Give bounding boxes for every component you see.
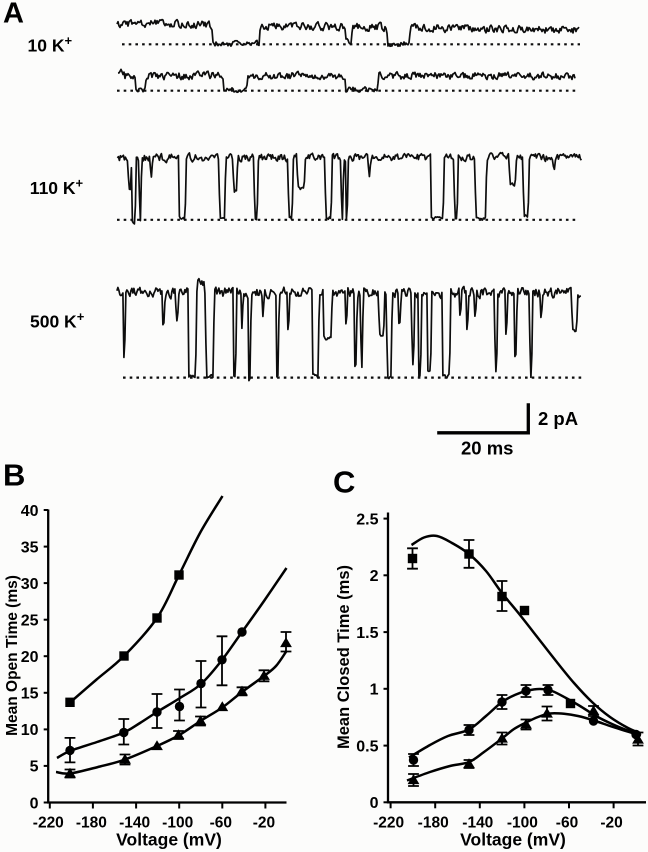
- svg-text:0: 0: [370, 795, 379, 812]
- svg-text:A: A: [3, 0, 24, 30]
- svg-text:40: 40: [21, 503, 39, 520]
- svg-text:-60: -60: [556, 815, 578, 832]
- svg-text:-180: -180: [418, 815, 449, 832]
- svg-text:10: 10: [21, 722, 39, 739]
- svg-text:1.5: 1.5: [356, 625, 378, 642]
- svg-text:30: 30: [21, 576, 39, 593]
- svg-text:25: 25: [21, 613, 39, 630]
- svg-text:-60: -60: [210, 815, 232, 832]
- svg-text:-180: -180: [76, 815, 107, 832]
- svg-text:0: 0: [30, 795, 39, 812]
- svg-text:2 pA: 2 pA: [538, 408, 578, 429]
- svg-text:-140: -140: [462, 815, 493, 832]
- svg-text:Voltage (mV): Voltage (mV): [460, 830, 566, 850]
- svg-text:-20: -20: [253, 815, 275, 832]
- svg-text:-100: -100: [162, 815, 193, 832]
- svg-text:-100: -100: [507, 815, 538, 832]
- svg-text:20 ms: 20 ms: [461, 438, 513, 459]
- svg-text:-220: -220: [33, 815, 64, 832]
- svg-text:Mean Open Time (ms): Mean Open Time (ms): [4, 575, 21, 736]
- svg-text:2.5: 2.5: [356, 511, 378, 528]
- svg-text:15: 15: [21, 686, 39, 703]
- svg-text:-20: -20: [600, 815, 622, 832]
- svg-text:500 K+: 500 K+: [30, 309, 85, 332]
- svg-text:-140: -140: [119, 815, 150, 832]
- svg-text:0.5: 0.5: [356, 738, 378, 755]
- svg-text:Mean Closed Time (ms): Mean Closed Time (ms): [335, 565, 353, 749]
- svg-text:20: 20: [21, 649, 39, 666]
- svg-text:-220: -220: [373, 815, 404, 832]
- svg-text:B: B: [3, 458, 25, 493]
- svg-text:Voltage (mV): Voltage (mV): [116, 830, 222, 850]
- svg-text:110 K+: 110 K+: [30, 176, 84, 199]
- svg-text:10 K+: 10 K+: [28, 33, 73, 56]
- svg-text:1: 1: [370, 682, 379, 699]
- svg-text:5: 5: [30, 759, 39, 776]
- svg-text:35: 35: [21, 539, 39, 556]
- svg-text:2: 2: [370, 568, 379, 585]
- svg-text:C: C: [333, 465, 355, 500]
